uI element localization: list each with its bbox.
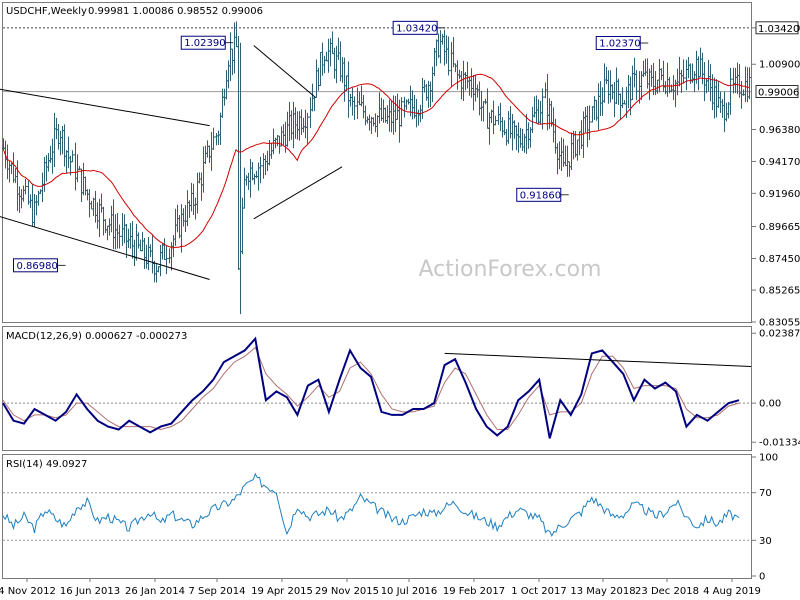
- rsi-tick-label: 0: [759, 572, 765, 583]
- macd-main-line: [2, 336, 740, 439]
- price-tick-label: 0.87450: [759, 254, 800, 265]
- price-bar: [259, 156, 262, 184]
- price-tick-label: 0.94170: [759, 157, 800, 168]
- current-price-label: 0.99006: [758, 88, 799, 99]
- price-bar: [729, 67, 732, 115]
- x-tick-label: 4 Aug 2019: [703, 586, 761, 597]
- x-tick-label: 7 Sep 2014: [188, 586, 245, 597]
- macd-panel: [2, 326, 752, 451]
- annotation-label: 1.02370: [599, 39, 640, 50]
- price-bar: [118, 224, 121, 249]
- macd-trendline: [444, 352, 752, 368]
- high-axis-label-box: [755, 21, 799, 35]
- x-tick-label: 23 Dec 2018: [635, 586, 699, 597]
- annotation-label: 0.91860: [520, 190, 561, 201]
- moving-average-line: [2, 73, 749, 249]
- macd-tick-label: 0.023873: [759, 329, 800, 340]
- x-tick-label: 13 May 2018: [570, 586, 635, 597]
- price-tick-label: 0.83055: [759, 318, 800, 329]
- price-trendline: [253, 166, 343, 220]
- price-annotation: 1.02370: [595, 36, 649, 51]
- rsi-title: RSI(14) 49.0927: [6, 459, 87, 470]
- rsi-tick-label: 70: [759, 488, 772, 499]
- watermark: ActionForex.com: [419, 257, 602, 282]
- high-axis-label: 1.03420: [758, 24, 799, 35]
- price-tick-label: 1.00900: [759, 60, 800, 71]
- rsi-tick-label: 30: [759, 536, 772, 547]
- price-annotation: 1.03420: [392, 20, 446, 35]
- macd-tick-label: -0.013346: [759, 438, 800, 449]
- price-bar: [494, 115, 497, 126]
- price-trendline: [253, 45, 316, 98]
- symbol-label: USDCHF,Weekly: [6, 6, 87, 17]
- x-tick-label: 19 Feb 2017: [443, 586, 505, 597]
- price-bar: [748, 67, 751, 100]
- x-tick-label: 29 Nov 2015: [315, 586, 379, 597]
- x-tick-label: 16 Jun 2013: [60, 586, 120, 597]
- x-tick-label: 10 Jul 2016: [381, 586, 438, 597]
- price-bar: [306, 112, 309, 144]
- price-annotation: 0.86980: [13, 258, 66, 273]
- price-bar: [165, 245, 168, 275]
- x-tick-label: 1 Oct 2017: [511, 586, 566, 597]
- annotation-label: 1.02390: [184, 38, 225, 49]
- rsi-tick-label: 100: [759, 453, 778, 464]
- price-bar: [353, 96, 356, 121]
- price-trendline: [0, 88, 210, 127]
- price-bar: [447, 36, 450, 76]
- rsi-panel: [2, 454, 752, 579]
- current-price-label-box: [755, 85, 799, 99]
- price-bar: [635, 70, 638, 101]
- price-annotation: 1.02390: [180, 35, 234, 50]
- price-tick-label: 0.96380: [759, 125, 800, 136]
- macd-signal-line: [2, 346, 740, 431]
- x-tick-label: 19 Apr 2015: [251, 586, 313, 597]
- price-panel: [2, 2, 752, 323]
- ohlc-label: 0.99981 1.00086 0.98552 0.99006: [88, 6, 263, 17]
- price-tick-label: 0.89665: [759, 222, 800, 233]
- annotation-label: 0.86980: [17, 261, 58, 272]
- price-bar: [682, 59, 685, 84]
- price-bar: [212, 127, 215, 150]
- macd-title: MACD(12,26,9) 0.000627 -0.000273: [6, 331, 187, 342]
- rsi-line: [2, 472, 740, 537]
- x-tick-label: 26 Jan 2014: [125, 586, 185, 597]
- x-tick-label: 4 Nov 2012: [0, 586, 56, 597]
- price-tick-label: 0.85265: [759, 286, 800, 297]
- price-bar: [541, 88, 544, 130]
- price-annotation: 0.91860: [516, 187, 569, 202]
- annotation-label: 1.03420: [396, 23, 437, 34]
- macd-tick-label: 0.00: [759, 399, 781, 410]
- price-bar: [400, 97, 403, 127]
- price-bar: [71, 150, 74, 163]
- price-bar: [588, 105, 591, 141]
- price-trendline: [0, 216, 210, 280]
- price-bar: [24, 178, 27, 195]
- price-tick-label: 0.91960: [759, 189, 800, 200]
